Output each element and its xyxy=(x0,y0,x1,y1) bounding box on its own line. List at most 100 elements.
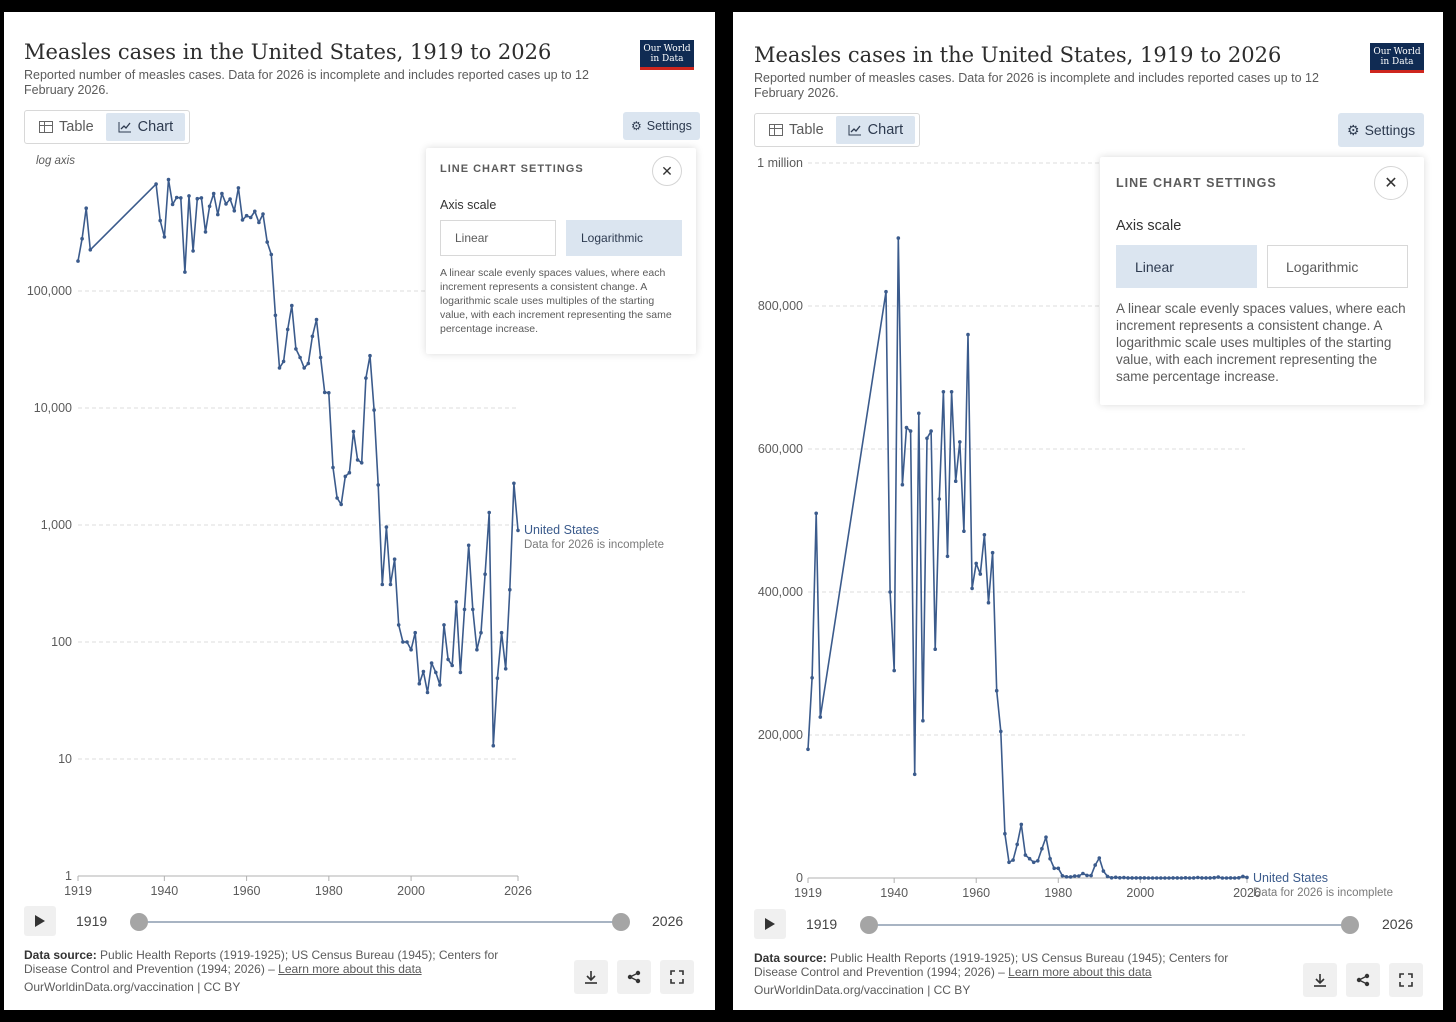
data-point xyxy=(388,582,393,587)
data-point xyxy=(409,647,413,652)
owid-url[interactable]: OurWorldinData.org/vaccination | CC BY xyxy=(24,980,241,994)
data-point xyxy=(199,196,204,200)
data-point xyxy=(429,661,434,665)
data-point xyxy=(265,240,270,244)
data-point xyxy=(1237,876,1241,880)
tab-chart-label: Chart xyxy=(137,119,174,135)
data-point xyxy=(1142,876,1147,880)
timeline-end-handle[interactable] xyxy=(1341,916,1359,934)
learn-more-link[interactable]: Learn more about this data xyxy=(278,962,422,976)
data-point xyxy=(306,361,311,366)
settings-label: Settings xyxy=(646,119,692,133)
tab-table[interactable]: Table xyxy=(27,113,106,141)
data-point xyxy=(1118,876,1122,880)
data-point xyxy=(327,391,331,395)
logo-line-2: in Data xyxy=(650,54,684,64)
timeline-start-handle[interactable] xyxy=(860,916,878,934)
data-point xyxy=(347,470,352,475)
data-point xyxy=(1146,876,1151,880)
data-point xyxy=(1019,822,1024,827)
x-tick-label: 2026 xyxy=(1233,886,1261,900)
close-icon[interactable]: ✕ xyxy=(652,156,682,186)
data-point xyxy=(277,366,282,370)
owid-logo[interactable]: Our World in Data xyxy=(1370,43,1424,73)
timeline-track[interactable] xyxy=(140,921,622,923)
download-button[interactable] xyxy=(1303,963,1337,997)
data-point xyxy=(892,668,896,673)
data-point xyxy=(1175,876,1180,880)
chart-title: Measles cases in the United States, 1919… xyxy=(24,40,552,64)
logarithmic-scale-button[interactable]: Logarithmic xyxy=(566,220,682,256)
data-point xyxy=(351,429,356,434)
y-tick-label: 400,000 xyxy=(758,585,803,599)
data-point xyxy=(945,554,950,559)
data-point xyxy=(978,572,983,576)
axis-scale-description: A linear scale evenly spaces values, whe… xyxy=(440,267,672,335)
data-point xyxy=(1122,875,1126,880)
data-point xyxy=(421,669,426,674)
data-point xyxy=(925,436,929,441)
timeline-start-handle[interactable] xyxy=(130,913,148,931)
data-point xyxy=(281,359,286,364)
share-button[interactable] xyxy=(1346,963,1380,997)
table-icon xyxy=(769,124,783,136)
play-button[interactable] xyxy=(754,909,786,939)
data-point xyxy=(1056,866,1061,871)
tab-table[interactable]: Table xyxy=(757,116,836,144)
settings-button[interactable]: ⚙ Settings xyxy=(1338,113,1425,147)
close-icon[interactable]: ✕ xyxy=(1374,166,1408,200)
data-point xyxy=(446,657,450,662)
data-point xyxy=(224,202,228,206)
data-point xyxy=(818,715,823,719)
view-tabs: Table Chart xyxy=(754,113,920,147)
logarithmic-scale-button[interactable]: Logarithmic xyxy=(1267,245,1408,288)
tab-chart[interactable]: Chart xyxy=(835,116,916,144)
data-point xyxy=(1072,874,1077,878)
share-icon xyxy=(1356,973,1370,987)
y-tick-label: 1,000 xyxy=(41,518,72,532)
data-point xyxy=(314,317,319,322)
data-point xyxy=(1208,876,1212,880)
timeline-end-handle[interactable] xyxy=(612,913,630,931)
download-button[interactable] xyxy=(574,960,608,994)
data-point xyxy=(941,390,946,394)
data-point xyxy=(228,197,232,201)
data-point xyxy=(450,663,455,668)
data-point xyxy=(900,482,905,487)
data-point xyxy=(1060,874,1065,878)
settings-button[interactable]: ⚙ Settings xyxy=(623,112,700,140)
data-point xyxy=(888,590,892,594)
x-tick-label: 1940 xyxy=(880,886,908,900)
data-point xyxy=(929,429,933,433)
timeline-track[interactable] xyxy=(870,924,1351,926)
x-tick-label: 1919 xyxy=(794,886,822,900)
owid-url[interactable]: OurWorldinData.org/vaccination | CC BY xyxy=(754,983,971,997)
linear-scale-button[interactable]: Linear xyxy=(440,220,556,256)
data-point xyxy=(933,647,937,651)
data-point xyxy=(966,332,970,337)
data-point xyxy=(1093,863,1097,867)
data-point xyxy=(1109,876,1114,880)
download-icon xyxy=(1314,974,1326,987)
learn-more-link[interactable]: Learn more about this data xyxy=(1008,965,1152,979)
share-button[interactable] xyxy=(617,960,651,994)
fullscreen-button[interactable] xyxy=(660,960,694,994)
tab-chart[interactable]: Chart xyxy=(105,113,186,141)
data-point xyxy=(1011,858,1015,862)
data-point xyxy=(475,647,479,652)
data-point xyxy=(491,743,496,748)
owid-logo[interactable]: Our World in Data xyxy=(640,40,694,70)
data-point xyxy=(1183,876,1188,880)
data-point xyxy=(376,483,381,487)
data-point xyxy=(76,259,80,263)
y-tick-label: 200,000 xyxy=(758,728,803,742)
data-point xyxy=(240,218,245,222)
data-point xyxy=(953,479,958,484)
fullscreen-button[interactable] xyxy=(1389,963,1423,997)
play-button[interactable] xyxy=(24,906,56,936)
data-point xyxy=(994,688,999,693)
popup-title: LINE CHART SETTINGS xyxy=(1116,176,1277,190)
data-point xyxy=(982,533,987,537)
data-point xyxy=(343,474,348,479)
linear-scale-button[interactable]: Linear xyxy=(1116,245,1257,288)
